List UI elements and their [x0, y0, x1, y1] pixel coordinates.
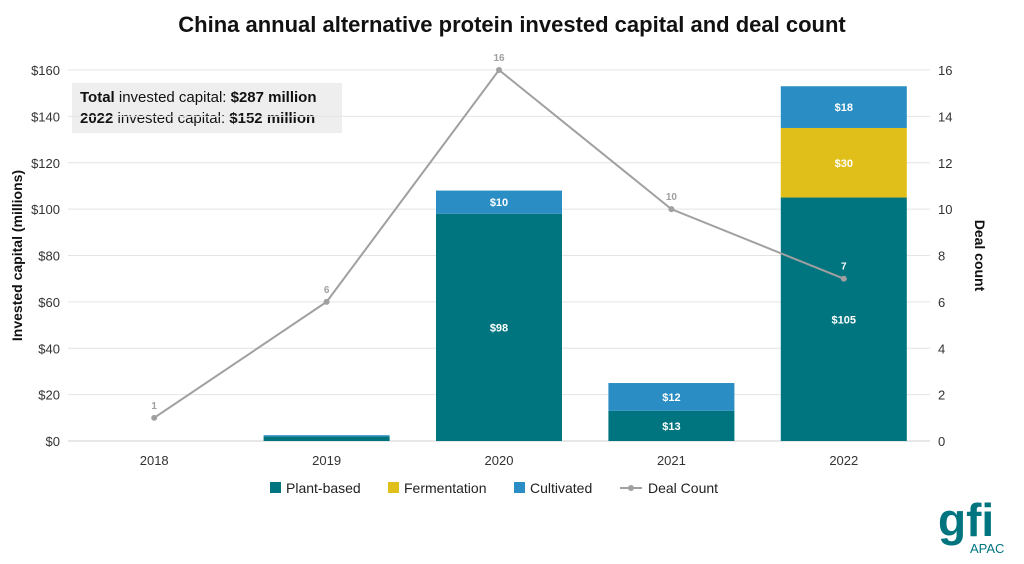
deal-count-label: 7: [841, 262, 847, 273]
y-tick-label: $80: [38, 249, 60, 264]
summary-line-2022: 2022 invested capital: $152 million: [80, 108, 334, 129]
y-tick-label: $160: [31, 63, 60, 78]
logo-mark: gfi: [938, 494, 994, 546]
y2-tick-label: 14: [938, 109, 952, 124]
bar-data-label: $98: [490, 322, 508, 334]
deal-count-label: 10: [666, 192, 678, 203]
legend-label: Deal Count: [648, 480, 718, 496]
deal-count-point: [323, 298, 330, 305]
bar-plant-based: [436, 213, 562, 441]
bar-data-label: $13: [662, 421, 680, 433]
bar-data-label: $12: [662, 392, 680, 404]
y2-tick-label: 6: [938, 295, 945, 310]
legend-swatch: [514, 482, 525, 493]
bar-data-label: $18: [835, 102, 853, 114]
deal-count-point: [496, 67, 502, 73]
bar-plant-based: [608, 410, 735, 441]
summary-total-text: invested capital:: [114, 89, 231, 106]
summary-2022-label: 2022: [80, 110, 114, 127]
y-axis-label: Invested capital (millions): [9, 170, 25, 341]
bar-data-label: $10: [490, 197, 508, 209]
x-tick-label: 2021: [657, 453, 686, 468]
legend-label: Fermentation: [404, 480, 486, 496]
deal-count-label: 6: [324, 285, 330, 296]
y-tick-label: $20: [38, 388, 60, 403]
y2-tick-label: 16: [938, 63, 952, 78]
summary-line-total: Total invested capital: $287 million: [80, 87, 334, 108]
bar-plant-based: [780, 197, 907, 441]
x-tick-label: 2020: [485, 453, 514, 468]
summary-box: Total invested capital: $287 million 202…: [72, 83, 342, 133]
y-tick-label: $120: [31, 156, 60, 171]
legend-label: Cultivated: [530, 480, 592, 496]
y2-tick-label: 10: [938, 202, 952, 217]
logo-subtext: APAC: [970, 541, 1004, 556]
bar-fermentation: [780, 127, 907, 198]
x-tick-label: 2019: [312, 453, 341, 468]
bar-cultivated: [263, 435, 390, 437]
summary-total-value: $287 million: [230, 89, 317, 106]
bar-data-label: $105: [832, 314, 856, 326]
y-tick-label: $0: [46, 434, 60, 449]
y2-tick-label: 2: [938, 388, 945, 403]
deal-count-point: [151, 414, 158, 421]
y2-tick-label: 12: [938, 156, 952, 171]
summary-2022-value: $152 million: [229, 110, 316, 127]
y2-tick-label: 4: [938, 341, 945, 356]
legend-label: Plant-based: [286, 480, 361, 496]
bar-cultivated: [608, 383, 735, 411]
legend-swatch: [270, 482, 281, 493]
summary-total-label: Total: [80, 89, 115, 106]
deal-count-point: [840, 275, 847, 282]
y-tick-label: $140: [31, 109, 60, 124]
legend-swatch: [628, 485, 634, 491]
y2-axis-label: Deal count: [972, 220, 988, 292]
deal-count-point: [668, 206, 675, 213]
y-tick-label: $40: [38, 341, 60, 356]
bar-data-label: $30: [835, 158, 853, 170]
gfi-apac-logo: gfi APAC: [938, 494, 1004, 556]
y2-tick-label: 0: [938, 434, 945, 449]
legend-swatch: [388, 482, 399, 493]
y2-tick-label: 8: [938, 249, 945, 264]
y-tick-label: $60: [38, 295, 60, 310]
x-tick-label: 2018: [140, 453, 169, 468]
deal-count-label: 1: [151, 401, 157, 412]
deal-count-label: 16: [493, 53, 505, 64]
bar-cultivated: [780, 86, 907, 128]
chart-title: China annual alternative protein investe…: [178, 12, 846, 37]
x-tick-label: 2022: [829, 453, 858, 468]
y-tick-label: $100: [31, 202, 60, 217]
bar-cultivated: [436, 190, 562, 214]
bar-plant-based: [263, 436, 390, 441]
summary-2022-text: invested capital:: [113, 110, 230, 127]
